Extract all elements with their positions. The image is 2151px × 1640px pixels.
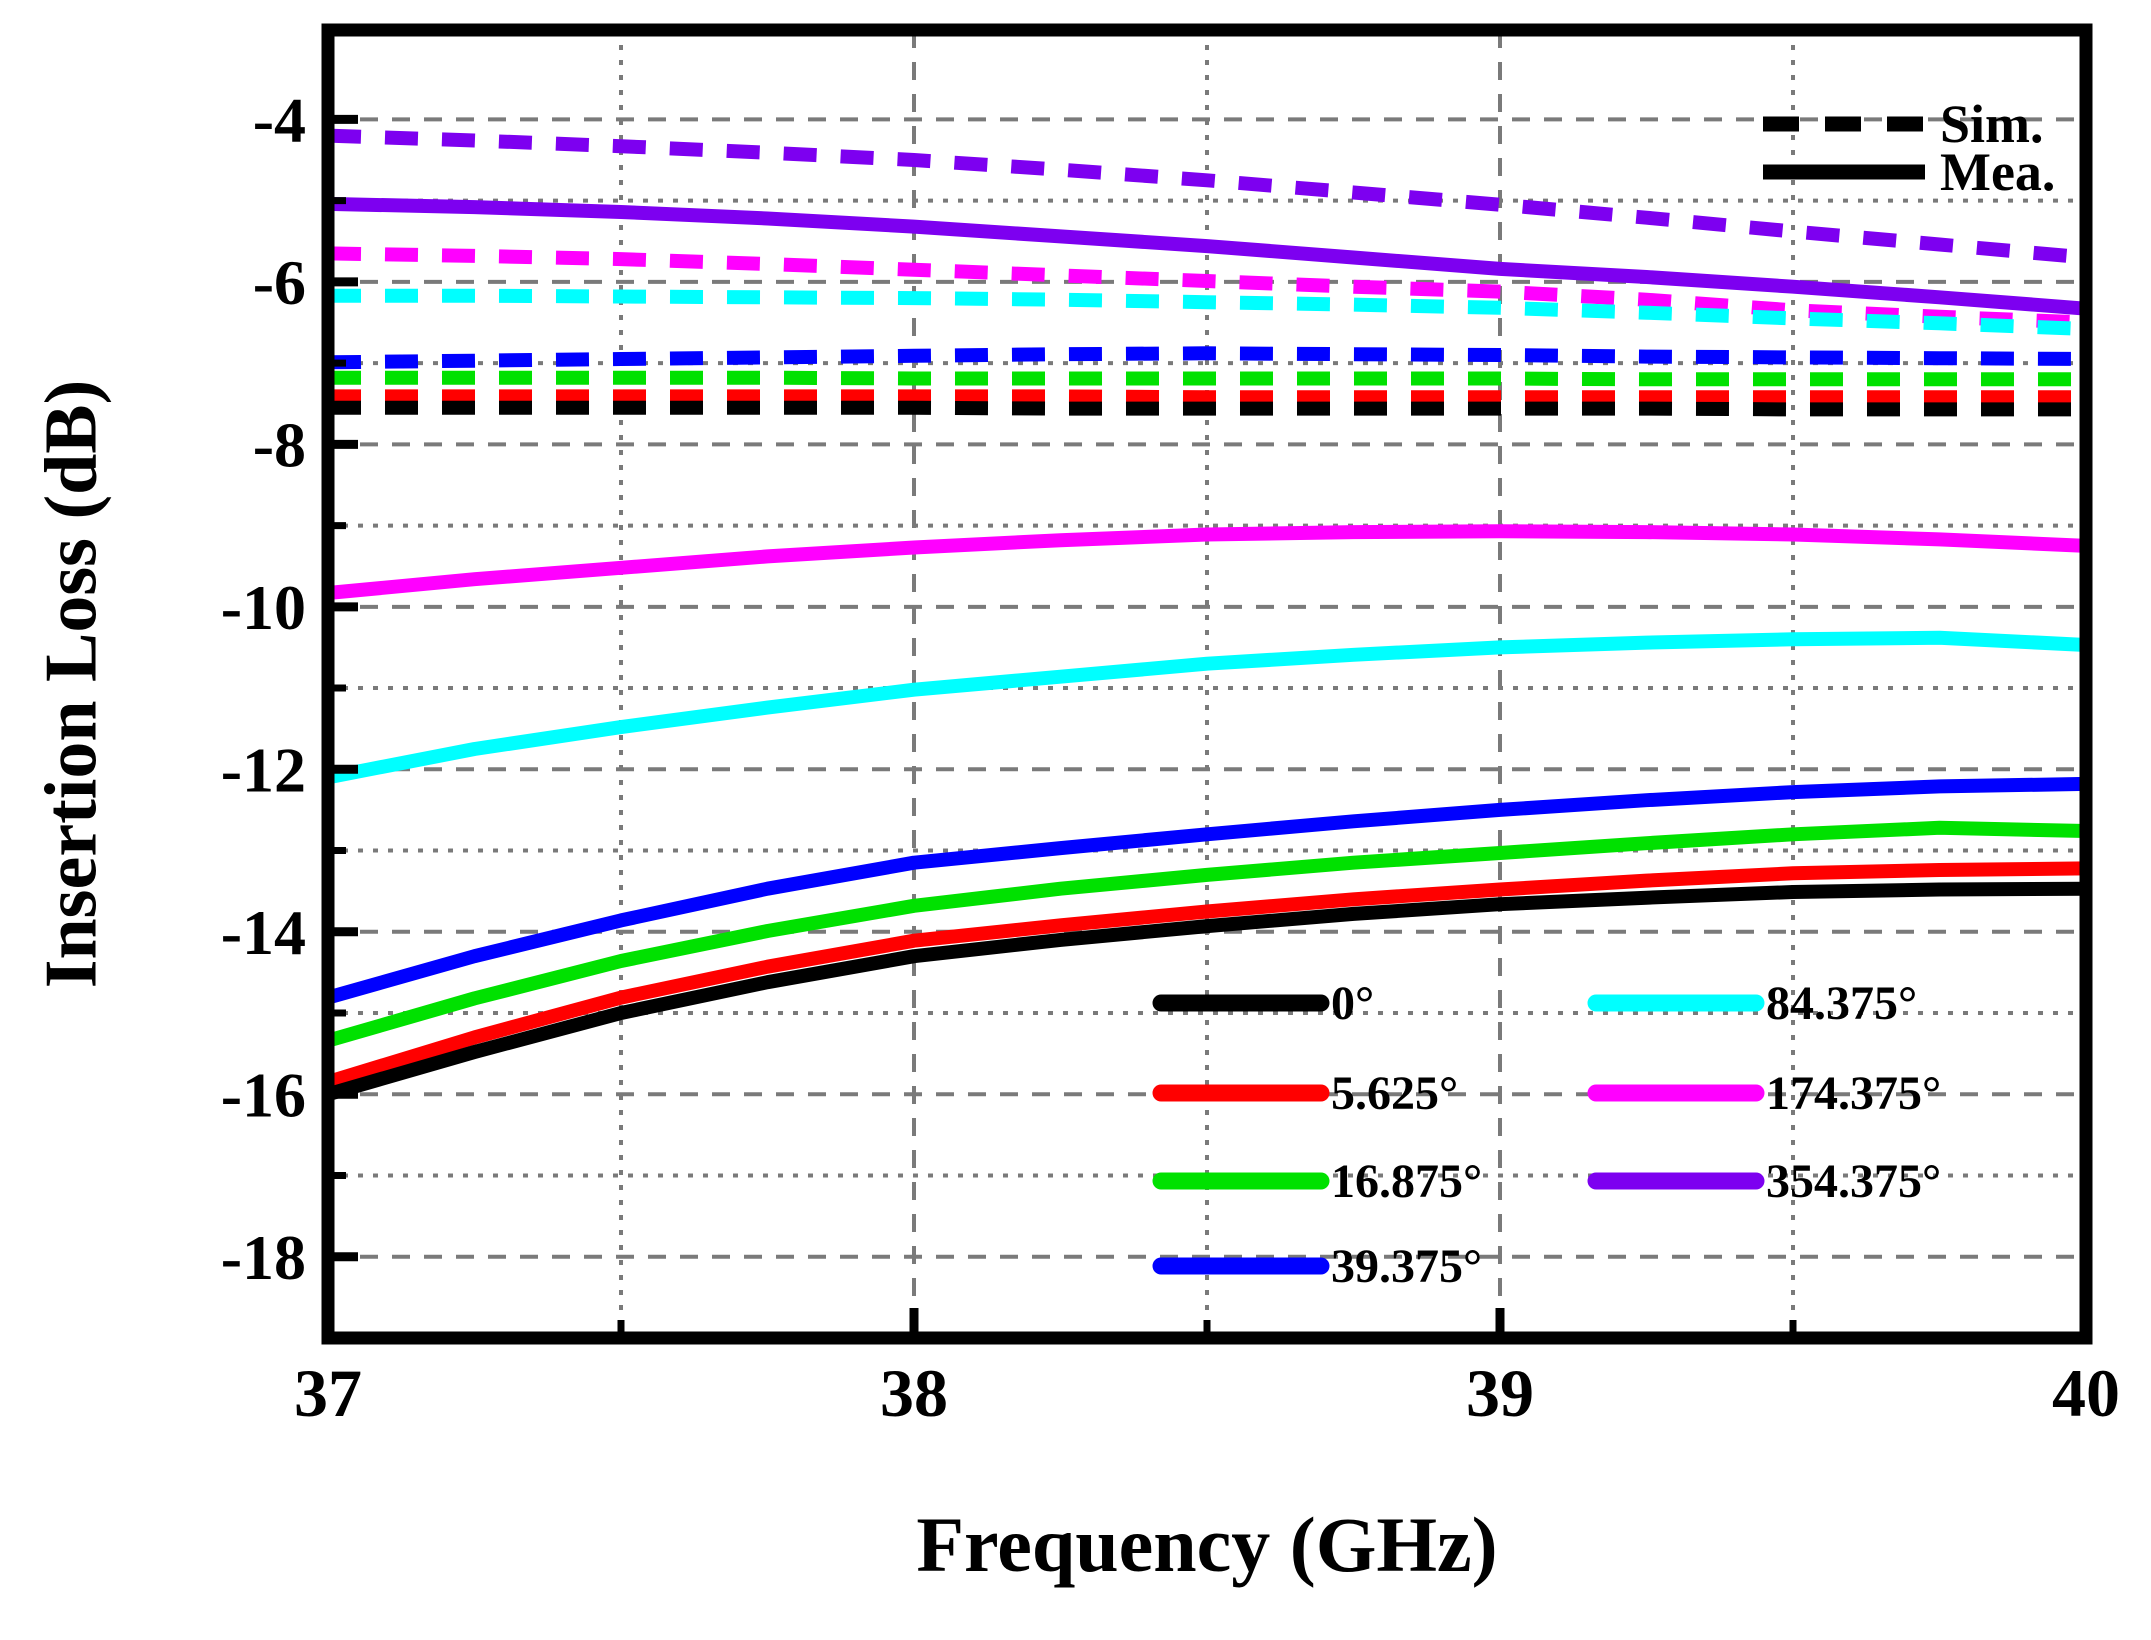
y-tick-label: -18 (221, 1222, 306, 1293)
x-tick-label: 39 (1466, 1355, 1534, 1431)
legend-label-mea: Mea. (1940, 142, 2055, 202)
y-axis-title: Insertion Loss (dB) (30, 379, 113, 989)
y-tick-label: -8 (253, 409, 306, 480)
legend-label-354.375deg: 354.375° (1766, 1155, 1941, 1208)
curve-mea-0deg (326, 881, 2087, 1102)
curve-mea-5.625deg (325, 861, 2087, 1089)
curve-mea-354.375deg (327, 196, 2087, 316)
curve-mea-16.875deg (326, 820, 2087, 1048)
y-tick-label: -10 (221, 572, 306, 643)
y-tick-label: -14 (221, 897, 306, 968)
y-tick-label: -16 (221, 1059, 306, 1130)
legend-label-16.875deg: 16.875° (1331, 1155, 1482, 1208)
curve-sim-16.875deg (328, 370, 2086, 387)
legend-label-0deg: 0° (1331, 977, 1374, 1030)
curve-mea-84.375deg (326, 630, 2087, 785)
legend-label-39.375deg: 39.375° (1331, 1240, 1482, 1293)
x-tick-label: 37 (294, 1355, 362, 1431)
curve-sim-174.375deg (327, 246, 2087, 330)
curve-sim-0deg (328, 400, 2086, 417)
legend-label-5.625deg: 5.625° (1331, 1067, 1458, 1120)
x-tick-label: 40 (2052, 1355, 2120, 1431)
y-tick-label: -4 (253, 84, 306, 155)
curve-sim-354.375deg (327, 128, 2087, 265)
curve-mea-39.375deg (326, 776, 2087, 1005)
x-tick-label: 38 (880, 1355, 948, 1431)
legend-label-84.375deg: 84.375° (1766, 977, 1917, 1030)
legend-label-174.375deg: 174.375° (1766, 1067, 1941, 1120)
y-tick-label: -6 (253, 247, 306, 318)
legend-label-sim: Sim. (1940, 94, 2044, 154)
x-axis-title: Frequency (GHz) (916, 1501, 1498, 1588)
curve-sim-39.375deg (327, 346, 2087, 370)
curve-sim-84.375deg (328, 288, 2087, 336)
curve-mea-174.375deg (327, 524, 2087, 600)
curve-sim-5.625deg (328, 389, 2086, 405)
y-tick-label: -12 (221, 734, 306, 805)
